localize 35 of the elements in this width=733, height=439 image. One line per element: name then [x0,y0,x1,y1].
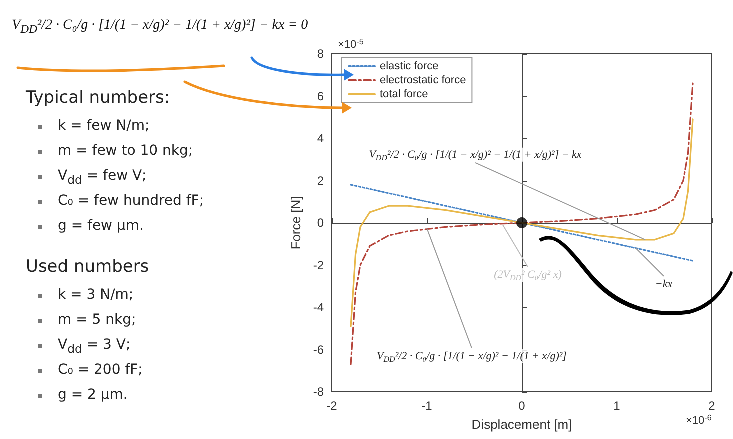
text: g = 2 µm. [58,387,128,403]
annotation: −kx [655,278,673,290]
text: Used numbers [26,257,150,277]
text: V$_{dd}$ = few V; [58,168,147,187]
x-tick-label: 2 [708,399,716,413]
y-axis-title: Force [N] [288,196,304,250]
x-tick-label: 1 [614,399,621,413]
text: V$_{dd}$ = 3 V; [58,337,131,356]
text: Typical numbers: [26,88,170,108]
x-tick-label: -2 [326,399,338,413]
y-tick-label: 0 [317,216,324,230]
text: C₀ = 200 fF; [58,362,143,378]
legend-label: total force [380,88,428,100]
y-tick-label: 8 [317,47,324,61]
y-tick-label: 4 [317,132,324,146]
legend-label: electrostatic force [380,74,466,86]
text: g = few µm. [58,218,144,234]
text: m = 5 nkg; [58,312,136,328]
y-tick-label: 6 [317,89,324,104]
y-tick-label: -8 [313,385,324,399]
x-tick-label: -1 [422,399,433,413]
line-series [350,118,694,328]
y-tick-label: -6 [313,342,324,357]
y-tick-label: 2 [317,174,324,188]
text: m = few to 10 nkg; [58,143,194,159]
text: k = few N/m; [58,118,150,134]
x-tick-label: 0 [518,399,526,413]
x-axis-title: Displacement [m] [472,417,572,432]
text: V$_{DD}$²/2 · C₀/g · [1/(1 − x/g)² − 1/(1 + x/g)²] − kx = 0 [12,18,308,36]
text: C₀ = few hundred fF; [58,193,204,209]
y-tick-label: -2 [313,258,324,272]
legend-label: elastic force [380,60,439,72]
text: k = 3 N/m; [58,287,134,303]
y-tick-label: -4 [313,300,324,314]
line-series [350,82,694,366]
